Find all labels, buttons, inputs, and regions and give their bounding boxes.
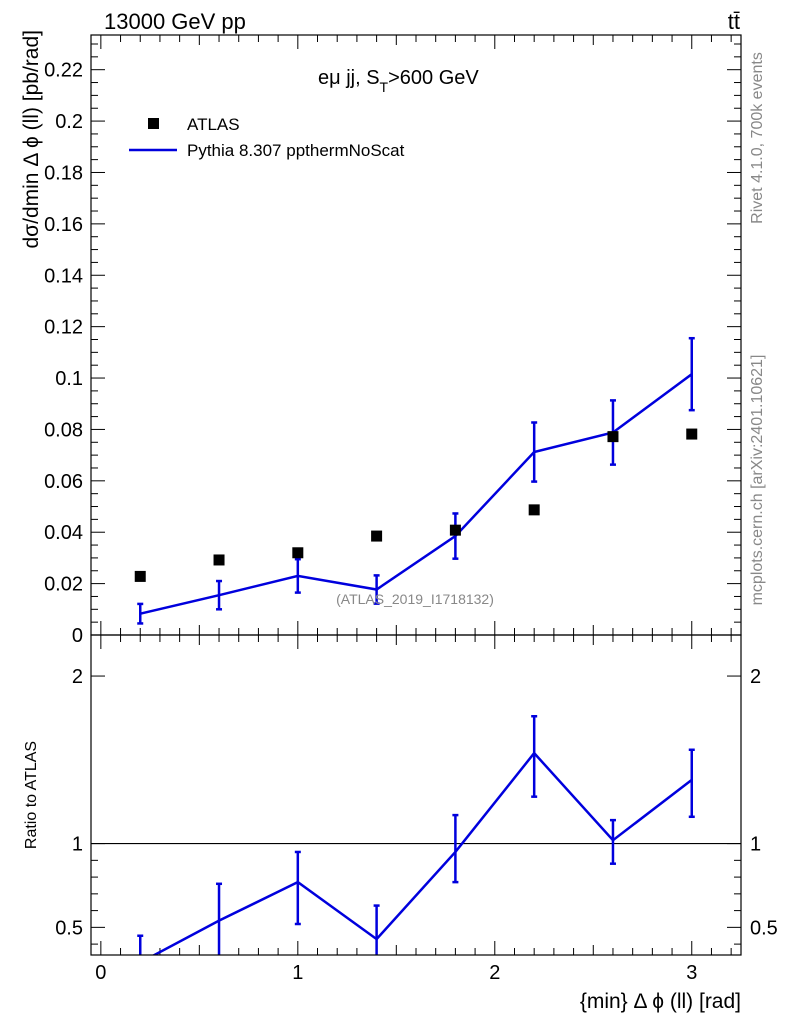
mcplots-label: mcplots.cern.ch [arXiv:2401.10621] bbox=[749, 355, 766, 606]
main-ytick-label: 0.06 bbox=[44, 471, 83, 493]
main-ytick-label: 0.2 bbox=[55, 111, 83, 133]
main-ytick-label: 0.02 bbox=[44, 574, 83, 596]
rivet-version-label: Rivet 4.1.0, 700k events bbox=[749, 52, 766, 224]
ratio-ytick-label-right: 2 bbox=[750, 666, 761, 688]
main-ytick-label: 0.04 bbox=[44, 522, 83, 544]
legend-atlas-label: ATLAS bbox=[187, 115, 240, 134]
legend: ATLAS Pythia 8.307 ppthermNoScat bbox=[129, 115, 405, 160]
ratio-ytick-label-left: 1 bbox=[72, 834, 83, 856]
main-ytick-label: 0.18 bbox=[44, 162, 83, 184]
ratio-x-tick-labels: 0 1 2 3 bbox=[95, 962, 697, 984]
atlas-data-point bbox=[449, 524, 461, 536]
ratio-ytick-label-right: 0.5 bbox=[750, 917, 778, 939]
main-ytick-label: 0 bbox=[72, 625, 83, 647]
chart-title-tail: >600 GeV bbox=[388, 67, 479, 89]
x-tick-label: 1 bbox=[292, 962, 303, 984]
chart-title: eμ jj, ST>600 GeV bbox=[318, 67, 479, 95]
atlas-data-point bbox=[371, 530, 383, 542]
atlas-data-point bbox=[686, 428, 698, 440]
main-panel: 0 0.02 0.04 0.06 0.08 0.1 0.12 0.14 0.16 0.18 0.2 0… bbox=[44, 34, 742, 647]
main-y-tick-labels: 0 0.02 0.04 0.06 0.08 0.1 0.12 0.14 0.16 0.18 0.2 0… bbox=[44, 60, 83, 647]
ratio-series-layer bbox=[137, 715, 695, 955]
main-ytick-label: 0.1 bbox=[55, 368, 83, 390]
main-axis-ticks bbox=[91, 35, 741, 636]
legend-atlas-marker bbox=[148, 118, 159, 129]
x-tick-label: 2 bbox=[489, 962, 500, 984]
main-ytick-label: 0.08 bbox=[44, 419, 83, 441]
atlas-data-point bbox=[607, 431, 619, 443]
x-tick-label: 0 bbox=[95, 962, 106, 984]
x-axis-label: {min} Δ ϕ (ll) [rad] bbox=[580, 990, 741, 1013]
legend-pythia-label: Pythia 8.307 ppthermNoScat bbox=[187, 141, 405, 160]
ratio-plot-frame bbox=[90, 634, 742, 956]
main-ytick-label: 0.16 bbox=[44, 214, 83, 236]
main-ytick-label: 0.22 bbox=[44, 60, 83, 82]
process-label: tt̄ bbox=[728, 9, 740, 34]
main-series-layer bbox=[134, 336, 698, 625]
main-ytick-label: 0.14 bbox=[44, 265, 83, 287]
ratio-ytick-label-left: 0.5 bbox=[55, 917, 83, 939]
main-series-group bbox=[137, 336, 695, 625]
ratio-panel: 0.5 0.5 1 1 2 2 0 1 2 3 bbox=[55, 634, 778, 984]
atlas-data-point bbox=[134, 570, 146, 582]
analysis-id-label: (ATLAS_2019_I1718132) bbox=[336, 591, 494, 607]
atlas-data-point bbox=[213, 554, 225, 566]
chart-title-sub: T bbox=[380, 79, 389, 95]
ratio-axis-ticks bbox=[91, 635, 741, 955]
main-ytick-label: 0.12 bbox=[44, 317, 83, 339]
ratio-y-tick-labels: 0.5 0.5 1 1 2 2 bbox=[55, 666, 778, 939]
ratio-ytick-label-right: 1 bbox=[750, 834, 761, 856]
main-y-axis-label: dσ/dmin Δ ϕ (ll) [pb/rad] bbox=[20, 30, 43, 249]
atlas-data-point bbox=[292, 547, 304, 559]
mc-series-line bbox=[139, 373, 693, 615]
atlas-data-point bbox=[528, 504, 540, 516]
energy-label: 13000 GeV pp bbox=[104, 9, 246, 34]
ratio-y-axis-label: Ratio to ATLAS bbox=[23, 741, 40, 849]
chart-title-main: eμ jj, S bbox=[318, 67, 380, 89]
ratio-ytick-label-left: 2 bbox=[72, 666, 83, 688]
ratio-series-line bbox=[151, 751, 693, 955]
x-tick-label: 3 bbox=[686, 962, 697, 984]
